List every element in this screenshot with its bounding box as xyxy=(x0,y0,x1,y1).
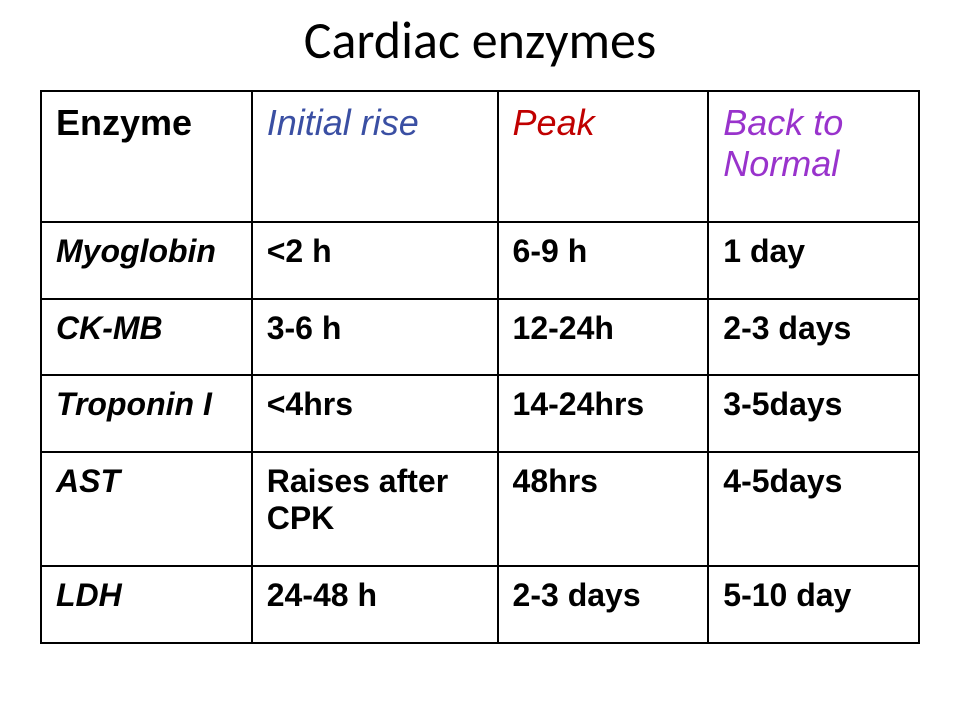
cell-enzyme: CK-MB xyxy=(41,299,252,376)
cell-enzyme: LDH xyxy=(41,566,252,643)
table-header-row: Enzyme Initial rise Peak Back to Normal xyxy=(41,91,919,222)
page-title: Cardiac enzymes xyxy=(40,8,920,72)
cell-enzyme: Troponin I xyxy=(41,375,252,452)
cell-back: 1 day xyxy=(708,222,919,299)
table-row: LDH 24-48 h 2-3 days 5-10 day xyxy=(41,566,919,643)
table-row: Troponin I <4hrs 14-24hrs 3-5days xyxy=(41,375,919,452)
cell-back: 3-5days xyxy=(708,375,919,452)
slide: Cardiac enzymes Enzyme Initial rise Peak… xyxy=(0,0,960,720)
cell-initial: Raises after CPK xyxy=(252,452,498,566)
cell-initial: 3-6 h xyxy=(252,299,498,376)
cell-peak: 48hrs xyxy=(498,452,709,566)
header-back-normal: Back to Normal xyxy=(708,91,919,222)
cell-back: 2-3 days xyxy=(708,299,919,376)
cell-peak: 6-9 h xyxy=(498,222,709,299)
cell-enzyme: AST xyxy=(41,452,252,566)
header-enzyme: Enzyme xyxy=(41,91,252,222)
cell-initial: <4hrs xyxy=(252,375,498,452)
header-initial-rise: Initial rise xyxy=(252,91,498,222)
cell-initial: 24-48 h xyxy=(252,566,498,643)
cell-peak: 2-3 days xyxy=(498,566,709,643)
cell-peak: 14-24hrs xyxy=(498,375,709,452)
enzymes-table: Enzyme Initial rise Peak Back to Normal … xyxy=(40,90,920,644)
cell-enzyme: Myoglobin xyxy=(41,222,252,299)
cell-back: 4-5days xyxy=(708,452,919,566)
table-row: CK-MB 3-6 h 12-24h 2-3 days xyxy=(41,299,919,376)
table-row: Myoglobin <2 h 6-9 h 1 day xyxy=(41,222,919,299)
cell-back: 5-10 day xyxy=(708,566,919,643)
table-row: AST Raises after CPK 48hrs 4-5days xyxy=(41,452,919,566)
header-peak: Peak xyxy=(498,91,709,222)
cell-initial: <2 h xyxy=(252,222,498,299)
cell-peak: 12-24h xyxy=(498,299,709,376)
